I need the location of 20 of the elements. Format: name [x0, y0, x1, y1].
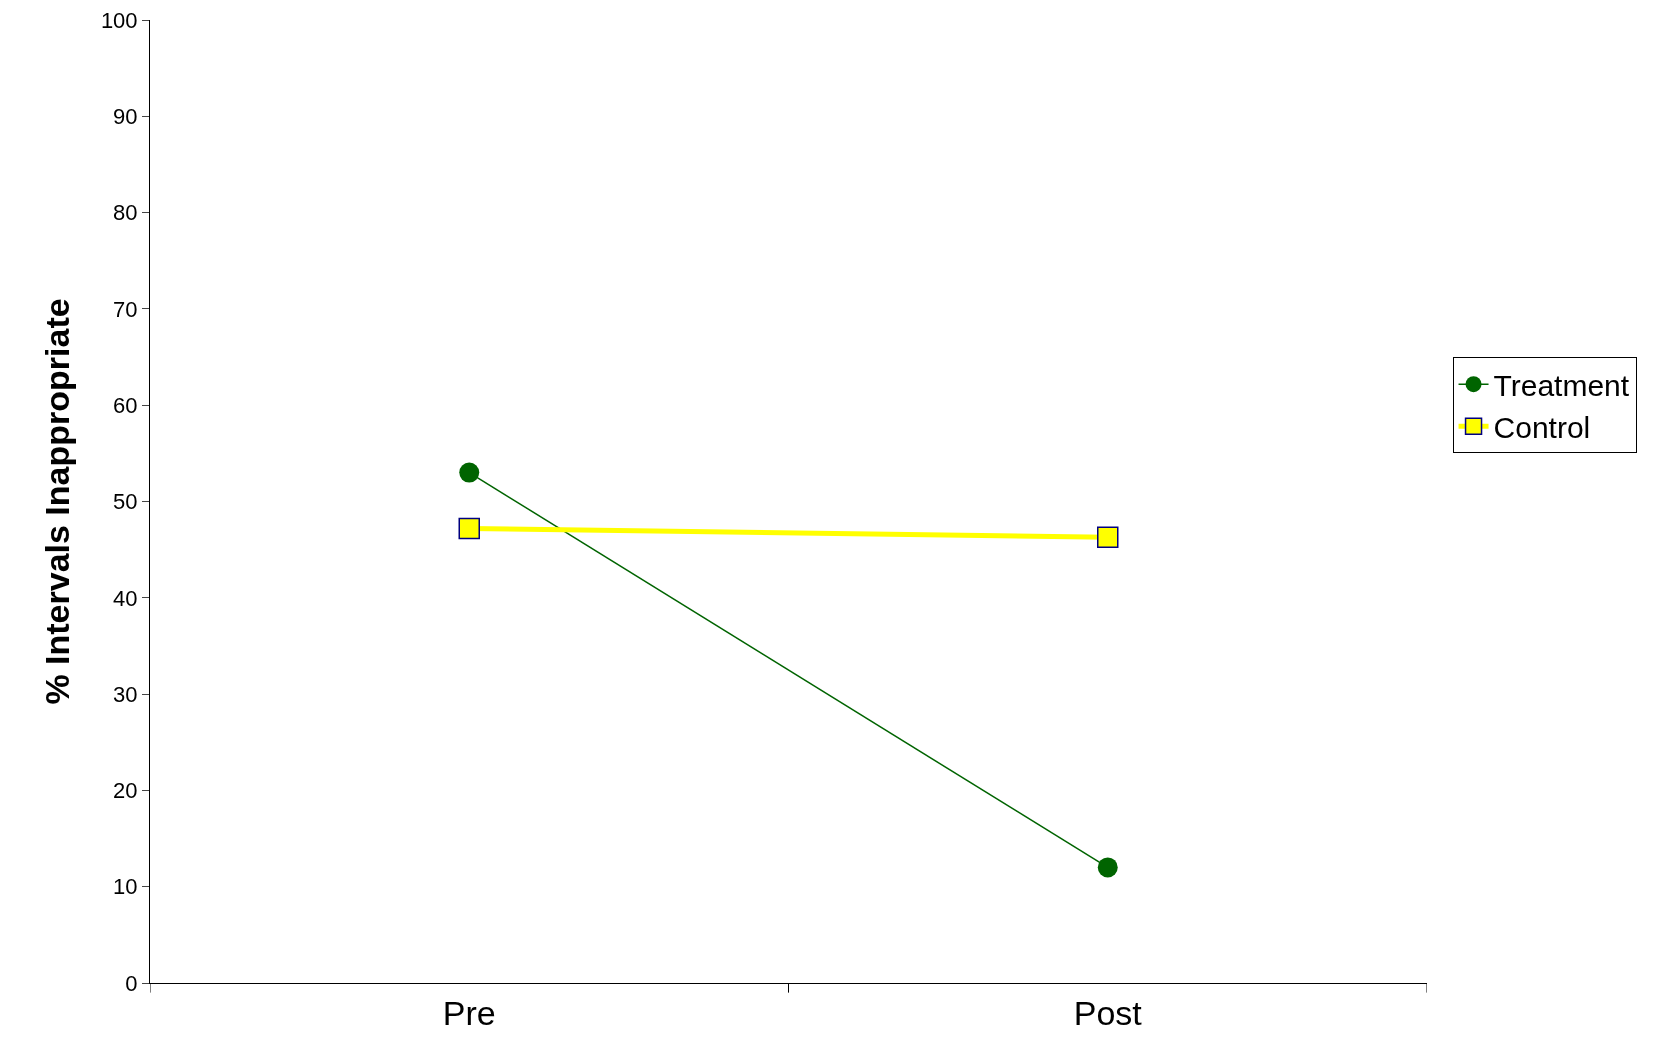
point — [459, 462, 480, 483]
point — [458, 517, 480, 540]
y-tick-label: 40 — [113, 585, 138, 611]
y-axis-title: % Intervals Inappropriate — [38, 298, 77, 705]
y-tick-label: 10 — [113, 874, 138, 900]
point — [1097, 857, 1118, 878]
x-tick-label: Post — [1073, 993, 1143, 1032]
y-tick-label: 60 — [113, 392, 138, 418]
y-tick-label: 50 — [113, 489, 138, 515]
x-tick-label: Pre — [442, 993, 496, 1032]
y-tick-label: 30 — [113, 681, 138, 707]
y-tick-label: 0 — [125, 970, 138, 996]
legend-label: Control — [1493, 410, 1591, 444]
y-tick-label: 20 — [113, 778, 138, 804]
y-tick-label: 80 — [113, 200, 138, 226]
point — [1097, 526, 1119, 548]
y-tick-label: 70 — [113, 296, 138, 322]
y-tick-label: 100 — [100, 7, 138, 33]
legend-label: Treatment — [1493, 368, 1630, 402]
y-tick-label: 90 — [113, 104, 138, 129]
